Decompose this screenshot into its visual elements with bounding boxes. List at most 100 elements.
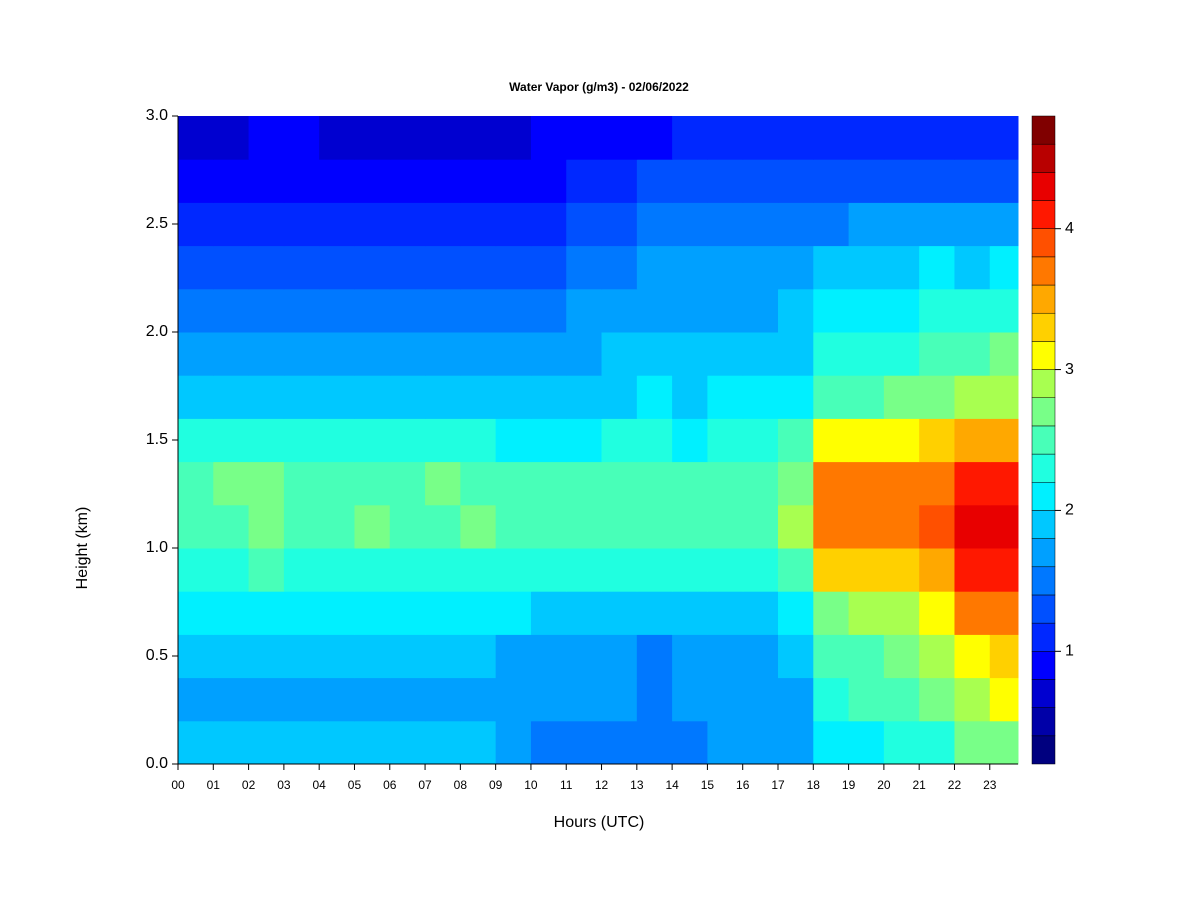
heat-cell [248, 116, 285, 160]
heat-cell [672, 288, 708, 333]
heat-cell [354, 677, 391, 722]
heat-cell [989, 159, 1019, 203]
heat-cell [954, 504, 991, 549]
colorbar-tick-label: 4 [1065, 220, 1074, 237]
heat-cell [213, 245, 250, 290]
colorbar-band [1031, 651, 1056, 680]
heat-cell [389, 591, 426, 635]
heat-cell [707, 288, 744, 333]
heat-cell [636, 504, 673, 549]
heat-cell [566, 720, 603, 765]
heat-cell [178, 634, 214, 679]
heat-cell [848, 504, 885, 549]
heat-cell [601, 116, 638, 160]
heat-cell [530, 202, 567, 247]
heat-cell [813, 288, 850, 333]
heat-cell [248, 504, 285, 549]
heat-cell [566, 634, 603, 679]
heat-cell [460, 159, 497, 203]
heat-cell [883, 504, 920, 549]
heat-cell [778, 202, 814, 247]
heat-cell [778, 677, 814, 722]
heat-cell [178, 548, 214, 592]
heat-cell [954, 591, 991, 635]
heat-cell [248, 461, 285, 506]
heat-cell [636, 677, 673, 722]
heat-cell [989, 634, 1019, 679]
heat-cell [883, 375, 920, 419]
heat-cell [425, 159, 461, 203]
heat-cell [742, 116, 779, 160]
x-tick-label: 21 [912, 778, 926, 792]
heat-cell [495, 202, 532, 247]
heat-cell [178, 720, 214, 765]
heat-cell [672, 677, 708, 722]
heat-cell [319, 159, 355, 203]
colorbar-band [1031, 482, 1056, 511]
heat-cell [319, 116, 355, 160]
x-tick-label: 09 [489, 778, 503, 792]
x-axis-label: Hours (UTC) [554, 814, 645, 831]
heat-cell [283, 504, 320, 549]
heat-cell [707, 332, 744, 376]
heat-cell [319, 245, 355, 290]
heat-cell [848, 677, 885, 722]
heat-cell [813, 245, 850, 290]
heat-cell [848, 159, 885, 203]
heat-cell [707, 504, 744, 549]
heat-cell [530, 245, 567, 290]
heat-cell [389, 720, 426, 765]
heat-cell [989, 504, 1019, 549]
heat-cell [989, 332, 1019, 376]
heat-cell [566, 159, 603, 203]
heat-cell [954, 461, 991, 506]
colorbar-tick-label: 3 [1065, 361, 1074, 378]
y-tick-label: 0.0 [146, 755, 168, 772]
heat-cell [919, 504, 955, 549]
y-tick-label: 3.0 [146, 107, 168, 124]
x-tick-label: 16 [736, 778, 750, 792]
heat-cell [354, 461, 391, 506]
heat-cell [566, 245, 603, 290]
heat-cell [213, 288, 250, 333]
heat-cell [954, 375, 991, 419]
heat-cell [672, 159, 708, 203]
heat-cell [319, 461, 355, 506]
heat-cell [707, 634, 744, 679]
colorbar-band [1031, 707, 1056, 737]
heat-cell [425, 591, 461, 635]
heat-cell [213, 332, 250, 376]
heat-cell [813, 332, 850, 376]
heat-cell [989, 245, 1019, 290]
heat-cell [460, 461, 497, 506]
heat-cell [672, 245, 708, 290]
colorbar-tick-label: 1 [1065, 643, 1074, 660]
colorbar-band [1031, 425, 1056, 455]
heat-cell [954, 720, 991, 765]
heat-cell [919, 418, 955, 463]
heat-cell [530, 504, 567, 549]
heat-cell [248, 548, 285, 592]
heat-cell [460, 245, 497, 290]
heat-cell [460, 634, 497, 679]
heat-cell [813, 591, 850, 635]
heat-cell [954, 677, 991, 722]
heat-cell [848, 634, 885, 679]
x-tick-label: 10 [524, 778, 538, 792]
heat-cell [778, 375, 814, 419]
heat-cell [742, 202, 779, 247]
heat-cell [425, 461, 461, 506]
x-tick-label: 20 [877, 778, 891, 792]
heat-cell [530, 677, 567, 722]
heat-cell [883, 461, 920, 506]
x-tick-label: 14 [665, 778, 679, 792]
heat-cell [778, 504, 814, 549]
heat-cell [319, 202, 355, 247]
heat-cell [495, 720, 532, 765]
heat-cell [848, 418, 885, 463]
heat-cell [283, 202, 320, 247]
heat-cell [601, 245, 638, 290]
heat-cell [354, 418, 391, 463]
heat-cell [530, 720, 567, 765]
heat-cell [389, 116, 426, 160]
